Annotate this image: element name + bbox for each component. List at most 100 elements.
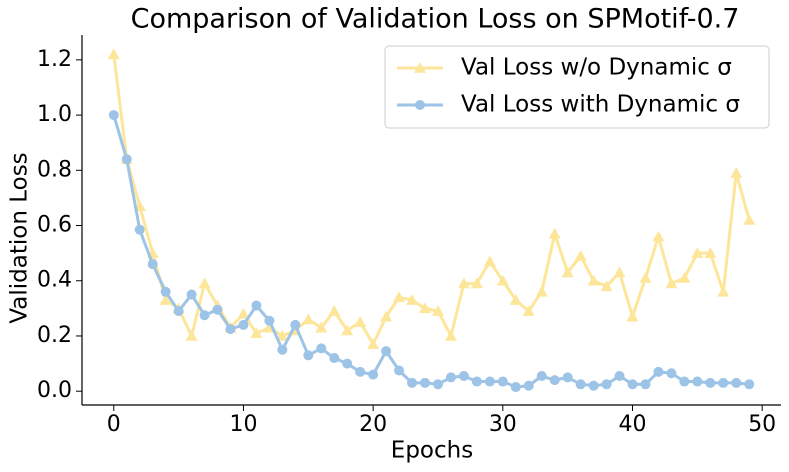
marker [562,372,573,383]
y-tick-label: 0.8 [37,157,72,182]
marker [497,376,508,387]
marker [535,285,548,297]
marker [380,310,393,322]
marker [704,247,717,258]
legend-box [384,45,770,129]
marker [484,376,495,387]
y-tick-label: 0.6 [37,213,72,238]
marker [470,277,483,289]
marker [743,214,756,225]
x-tick-label: 30 [489,412,517,437]
marker [471,376,482,387]
marker [549,375,560,386]
marker [666,368,677,379]
y-axis-label: Validation Loss [7,152,33,323]
marker [639,271,652,283]
marker [355,366,366,377]
x-tick-label: 20 [359,412,387,437]
marker [316,343,327,354]
marker [444,329,457,341]
marker [406,294,419,305]
marker [251,300,262,311]
marker [613,266,626,278]
marker [160,286,171,297]
marker [303,350,314,361]
marker [147,259,158,270]
marker [510,382,521,393]
marker [718,377,729,388]
marker [238,319,249,330]
marker [264,315,275,326]
marker [394,365,405,376]
marker [548,227,561,239]
marker [185,329,198,341]
marker [536,371,547,382]
marker [276,329,289,341]
legend-marker [415,100,425,110]
marker [237,307,250,319]
chart-title: Comparison of Validation Loss on SPMotif… [131,4,740,35]
x-tick-label: 0 [107,412,121,437]
marker [342,358,353,369]
marker [159,294,172,305]
marker [419,302,432,314]
marker [354,316,367,327]
marker [199,310,210,321]
marker [107,48,120,60]
marker [730,167,743,178]
marker [108,110,119,121]
marker [329,353,340,364]
marker [225,324,236,335]
marker [523,380,534,391]
marker [277,344,288,355]
marker [212,304,223,315]
legend-label: Val Loss w/o Dynamic σ [461,55,732,81]
marker [186,289,197,300]
marker [457,277,470,289]
marker [328,305,341,316]
marker [692,376,703,387]
marker [393,291,406,303]
legend-marker [414,62,426,73]
marker [575,379,586,390]
marker [679,376,690,387]
marker [652,230,665,242]
marker [640,379,651,390]
marker [588,380,599,391]
marker [458,371,469,382]
marker [600,280,613,292]
marker [705,377,716,388]
marker [315,321,328,333]
marker [744,379,755,390]
x-tick-label: 50 [748,412,776,437]
marker [302,313,315,325]
marker [445,372,456,383]
marker [290,319,301,330]
marker [665,277,678,289]
marker [653,366,664,377]
marker [496,274,509,286]
marker [341,324,354,336]
marker [574,249,587,261]
marker [691,247,704,258]
marker [717,285,730,297]
marker [134,224,145,235]
marker [614,371,625,382]
y-tick-label: 0.0 [37,378,72,403]
marker [522,305,535,316]
marker [561,266,574,278]
marker [381,346,392,357]
marker [198,277,211,289]
marker [367,338,380,350]
marker [626,310,639,322]
x-tick-label: 40 [619,412,647,437]
marker [432,379,443,390]
marker [368,369,379,380]
legend-label: Val Loss with Dynamic σ [461,92,740,118]
marker [483,255,496,267]
marker [627,379,638,390]
marker [509,294,522,305]
x-tick-label: 10 [229,412,257,437]
marker [678,271,691,283]
